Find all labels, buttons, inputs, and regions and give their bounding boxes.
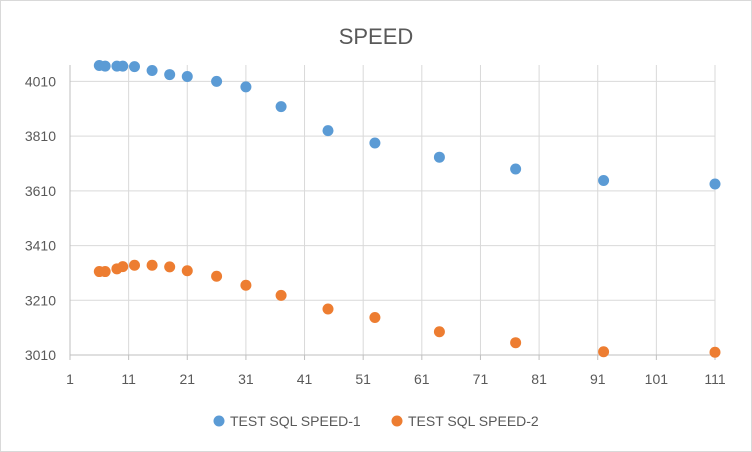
data-point	[322, 125, 334, 137]
series-1-points	[93, 60, 721, 190]
x-tick-label: 51	[355, 371, 371, 387]
data-point	[598, 346, 610, 358]
data-point	[146, 64, 158, 76]
legend-label: TEST SQL SPEED-2	[408, 413, 539, 429]
axis-layer	[69, 65, 716, 360]
legend-item-series-1: TEST SQL SPEED-1	[213, 413, 361, 429]
legend-label: TEST SQL SPEED-1	[230, 413, 361, 429]
y-tick-labels: 3010 3210 3410 3610 3810 4010	[25, 73, 56, 363]
data-point	[240, 279, 252, 291]
data-point	[709, 346, 721, 358]
data-point	[433, 151, 445, 163]
data-point	[369, 137, 381, 149]
data-point	[510, 163, 522, 175]
x-tick-label: 61	[414, 371, 430, 387]
y-tick-label: 3010	[25, 347, 56, 363]
data-point	[99, 60, 111, 72]
x-tick-label: 1	[66, 371, 74, 387]
x-tick-label: 71	[473, 371, 489, 387]
x-tick-label: 101	[645, 371, 669, 387]
data-point	[598, 174, 610, 186]
data-point	[322, 303, 334, 315]
series-2-points	[93, 259, 721, 358]
data-point	[129, 259, 140, 271]
grid-layer	[70, 65, 716, 355]
data-point	[117, 261, 129, 273]
data-point	[709, 178, 721, 190]
data-point	[146, 259, 158, 271]
data-point	[129, 61, 140, 73]
data-points	[93, 60, 721, 358]
data-point	[99, 266, 111, 278]
y-tick-label: 3410	[25, 238, 56, 254]
legend-marker	[391, 415, 403, 427]
x-tick-labels: 1 11 21 31 41 51 61 71 81 91 101 111	[66, 371, 726, 387]
data-point	[164, 261, 176, 273]
data-point	[181, 70, 193, 82]
data-point	[510, 337, 522, 349]
data-point	[240, 81, 252, 93]
x-tick-label: 21	[179, 371, 195, 387]
x-tick-label: 111	[704, 371, 725, 387]
x-tick-label: 31	[238, 371, 254, 387]
data-point	[164, 69, 176, 81]
y-tick-label: 4010	[25, 73, 56, 89]
x-tick-label: 11	[121, 371, 136, 387]
data-point	[211, 75, 223, 87]
data-point	[275, 101, 287, 113]
chart-title: SPEED	[339, 24, 414, 49]
y-tick-label: 3210	[25, 292, 56, 308]
y-tick-label: 3810	[25, 128, 56, 144]
data-point	[211, 270, 223, 282]
legend-marker	[213, 415, 225, 427]
data-point	[275, 289, 287, 301]
data-point	[369, 312, 381, 324]
x-tick-label: 81	[531, 371, 547, 387]
data-point	[433, 326, 445, 338]
y-tick-label: 3610	[25, 183, 56, 199]
data-point	[181, 265, 193, 277]
legend: TEST SQL SPEED-1 TEST SQL SPEED-2	[213, 413, 539, 429]
data-point	[117, 60, 129, 72]
x-tick-label: 41	[297, 371, 313, 387]
x-tick-label: 91	[590, 371, 606, 387]
legend-item-series-2: TEST SQL SPEED-2	[391, 413, 539, 429]
